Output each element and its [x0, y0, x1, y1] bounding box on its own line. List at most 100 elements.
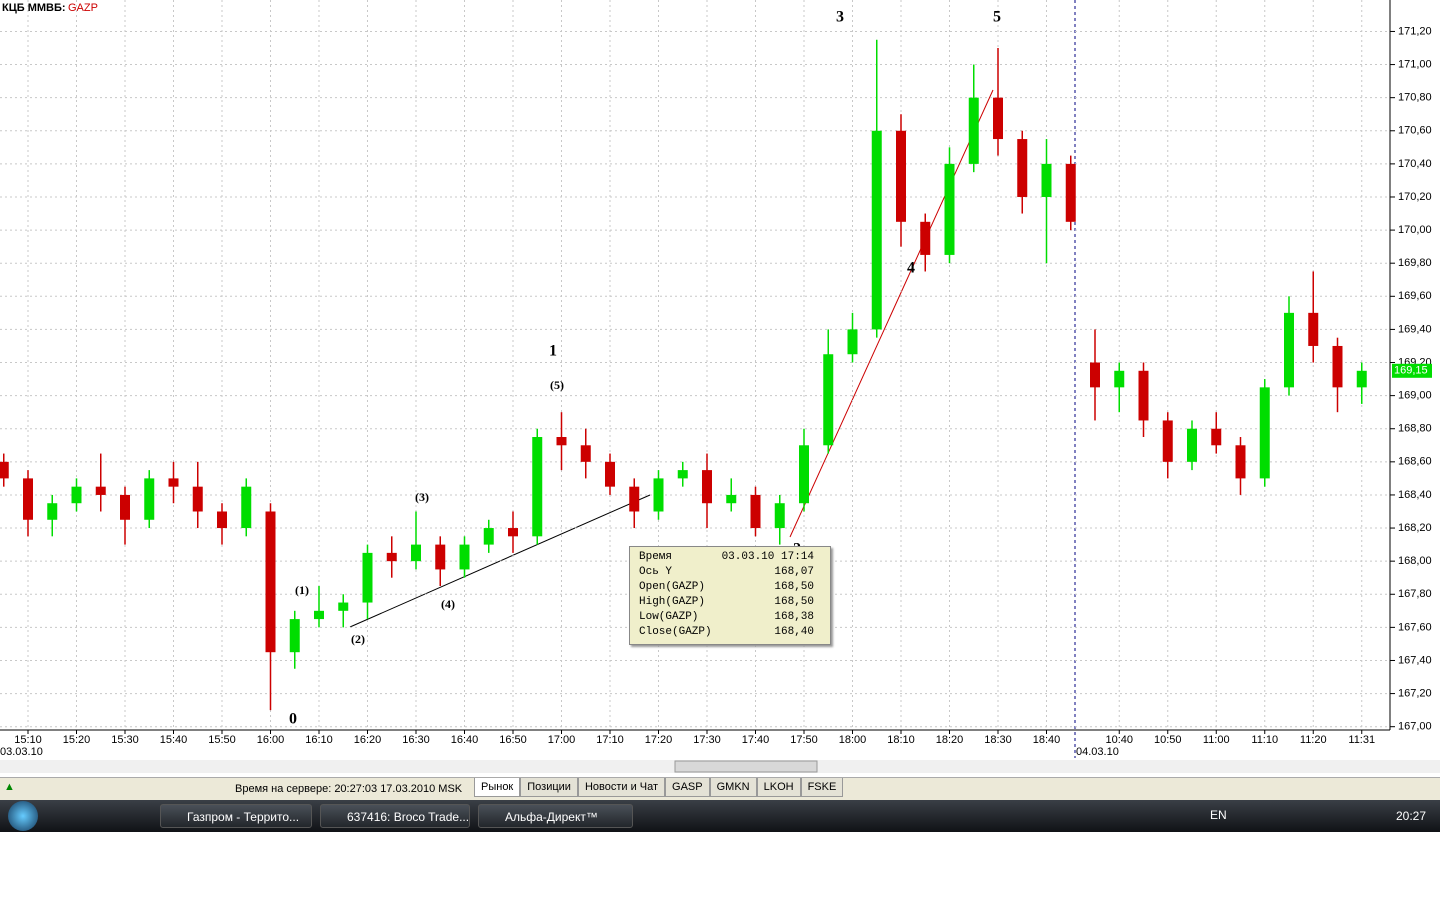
tooltip-key: Ось Y — [639, 566, 673, 578]
candle-body — [23, 478, 33, 520]
wave-label: (2) — [351, 632, 365, 646]
wave-label: 0 — [289, 711, 297, 728]
candle-body — [605, 461, 615, 487]
wave-label: 1 — [549, 343, 557, 360]
tab[interactable]: Рынок — [474, 778, 521, 797]
candle-body — [459, 544, 470, 570]
x-tick-label: 16:20 — [354, 734, 382, 746]
y-tick-label: 168,60 — [1398, 456, 1432, 468]
x-tick-label: 17:40 — [742, 734, 770, 746]
y-tick-label: 170,20 — [1398, 191, 1432, 203]
x-tick-label: 16:40 — [451, 734, 479, 746]
tooltip-row: Close(GAZP) 168,40 — [630, 625, 830, 640]
candle-body — [192, 486, 203, 512]
x-tick-label: 18:10 — [887, 734, 915, 746]
wave-label: 4 — [907, 260, 915, 277]
tooltip: Время 03.03.10 17:14 Ось Y 168,07 Open(GAZP)… — [629, 546, 831, 645]
y-tick-label: 167,20 — [1398, 687, 1432, 699]
wave-label: (4) — [441, 597, 455, 611]
x-tick-label: 18:00 — [839, 734, 867, 746]
x-tick-label: 18:30 — [984, 734, 1012, 746]
y-tick-label: 168,40 — [1398, 489, 1432, 501]
x-tick-label: 15:10 — [14, 734, 42, 746]
y-tick-label: 168,80 — [1398, 423, 1432, 435]
y-tick-label: 167,60 — [1398, 621, 1432, 633]
candle-body — [726, 494, 737, 504]
tab[interactable]: Новости и Чат — [577, 778, 666, 797]
candle-body — [847, 329, 858, 355]
candle-body — [1259, 387, 1270, 479]
x-tick-label: 17:20 — [645, 734, 673, 746]
candle-body — [1090, 362, 1100, 388]
last-price-box — [1392, 363, 1432, 378]
tooltip-value: 03.03.10 17:14 — [721, 551, 814, 563]
y-tick-label: 169,60 — [1398, 290, 1432, 302]
tooltip-row: Ось Y 168,07 — [630, 565, 830, 580]
candle-body — [483, 528, 494, 545]
candle-body — [265, 511, 276, 653]
scroll-thumb[interactable] — [674, 760, 818, 773]
icon[interactable]: ▲ — [4, 781, 15, 793]
tooltip-key: Low(GAZP) — [639, 611, 699, 623]
taskbar-window[interactable]: Альфа-Директ™ — [478, 804, 633, 828]
candle-body — [1065, 163, 1076, 222]
taskbar-window[interactable]: 637416: Broco Trade... — [320, 804, 470, 828]
tab[interactable]: GMKN — [709, 778, 757, 797]
candle-body — [1017, 139, 1028, 197]
tooltip-key: Время — [639, 551, 673, 563]
x-tick-label: 15:30 — [111, 734, 139, 746]
candle-body — [217, 511, 227, 529]
y-tick-label: 168,00 — [1398, 555, 1432, 567]
candle-body — [144, 478, 155, 520]
x-tick-label: 10:50 — [1154, 734, 1182, 746]
candle-body — [241, 486, 252, 529]
exchange-label: КЦБ ММВБ: — [2, 2, 66, 14]
tooltip-key: Close(GAZP) — [639, 626, 712, 638]
tab[interactable]: FSKE — [800, 778, 844, 797]
tooltip-key: Open(GAZP) — [639, 581, 706, 593]
candle-body — [702, 470, 712, 504]
tooltip-key: High(GAZP) — [639, 596, 706, 608]
wave-label: 3 — [836, 9, 844, 26]
candle-body — [168, 478, 179, 487]
taskbar-window[interactable]: Газпром - Террито... — [160, 804, 312, 828]
wave-label: 5 — [993, 9, 1001, 26]
tabs: Рынок Позиции Новости и Чат GASP GMKN LKOH FSK… — [474, 778, 844, 797]
candle-body — [120, 494, 130, 520]
x-tick-label: 16:50 — [499, 734, 527, 746]
x-tick-label: 17:50 — [790, 734, 818, 746]
y-tick-label: 168,20 — [1398, 522, 1432, 534]
candle-body — [677, 470, 688, 479]
candle-body — [871, 130, 882, 330]
tooltip-row: Время 03.03.10 17:14 — [630, 550, 830, 565]
candle-body — [799, 445, 809, 504]
candle-body — [71, 486, 82, 504]
taskbar: EN 20:27 Газпром - Террито... 637416: Bro… — [0, 800, 1440, 832]
tab[interactable]: GASP — [665, 778, 710, 797]
tab[interactable]: Позиции — [520, 778, 578, 797]
candle-body — [629, 486, 640, 512]
tab[interactable]: LKOH — [756, 778, 801, 797]
candle-body — [338, 602, 349, 611]
language[interactable]: EN — [1210, 808, 1227, 822]
candle-body — [944, 163, 955, 255]
wave-label: (5) — [550, 378, 564, 392]
candle-body — [1356, 370, 1367, 388]
candle-body — [1162, 420, 1173, 462]
y-tick-label: 167,80 — [1398, 588, 1432, 600]
y-tick-label: 169,00 — [1398, 390, 1432, 402]
tooltip-value: 168,38 — [774, 611, 814, 623]
tooltip-value: 168,50 — [774, 581, 814, 593]
candle-body — [1114, 370, 1125, 388]
x-tick-label: 10:40 — [1105, 734, 1133, 746]
tooltip-value: 168,07 — [774, 566, 814, 578]
tooltip-row: High(GAZP) 168,50 — [630, 595, 830, 610]
start-button[interactable] — [8, 801, 38, 831]
x-tick-label: 17:00 — [548, 734, 576, 746]
x-tick-label: 11:00 — [1203, 734, 1230, 746]
y-tick-label: 167,40 — [1398, 654, 1432, 666]
x-tick-label: 11:10 — [1251, 734, 1278, 746]
date-label: 03.03.10 — [0, 746, 43, 758]
wave-label: (1) — [295, 583, 309, 597]
y-tick-label: 169,80 — [1398, 257, 1432, 269]
